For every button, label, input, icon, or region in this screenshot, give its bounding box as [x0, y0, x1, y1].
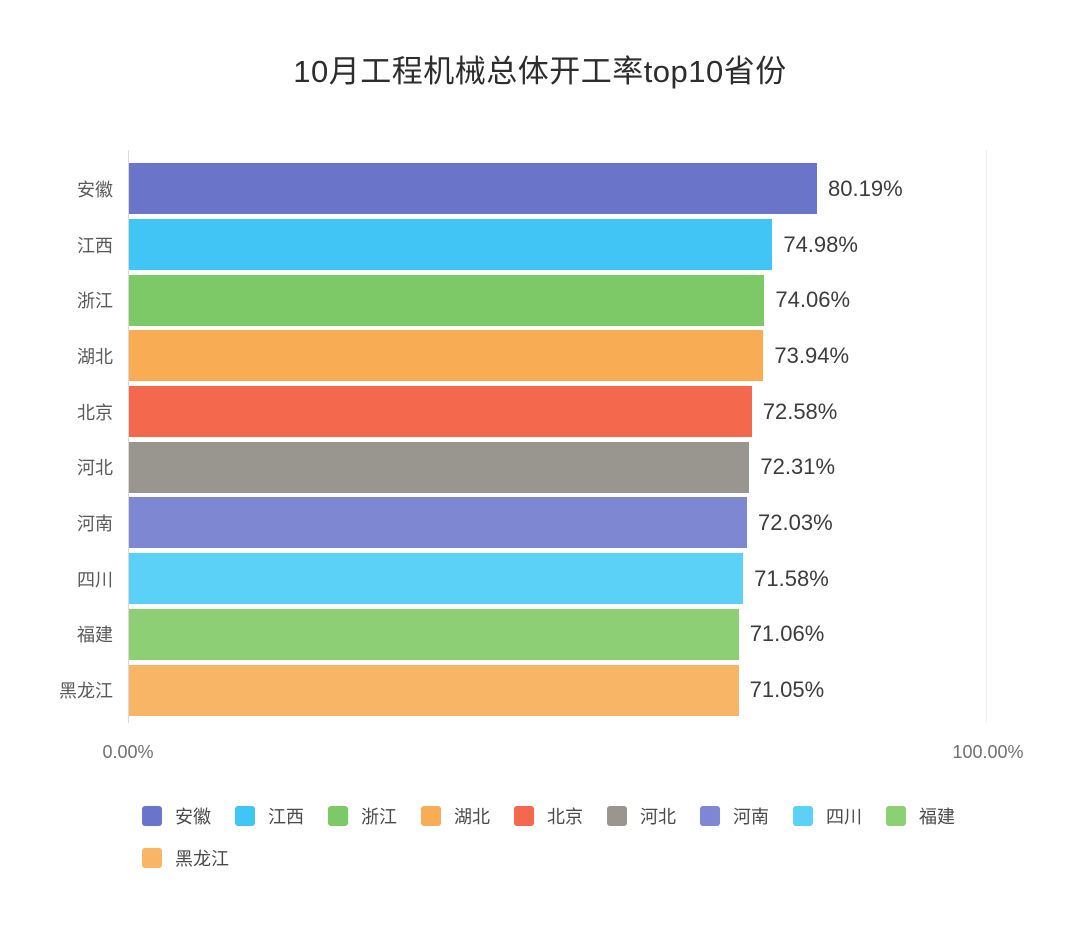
bar-value-label: 80.19% — [828, 175, 903, 201]
bar-row: 北京 72.58% — [77, 384, 987, 440]
legend-item-8: 四川 — [793, 803, 862, 829]
legend-swatch-icon — [886, 806, 906, 826]
grid-line-100-percent — [986, 150, 987, 723]
y-axis-label: 安徽 — [77, 179, 113, 200]
bar-value-label: 72.58% — [762, 398, 838, 424]
legend-swatch-icon — [793, 806, 813, 826]
legend-label: 安徽 — [175, 807, 211, 827]
bar-value-label: 71.05% — [749, 677, 825, 703]
legend-item-2: 江西 — [235, 803, 304, 829]
bar-3 — [129, 274, 765, 326]
y-axis-label: 北京 — [77, 402, 113, 423]
bar-5 — [129, 386, 752, 438]
legend-swatch-icon — [700, 806, 720, 826]
bar-2 — [129, 219, 773, 271]
legend-label: 湖北 — [454, 807, 490, 827]
bar-7 — [129, 497, 748, 549]
legend-item-5: 北京 — [514, 803, 583, 829]
bar-row: 湖北 73.94% — [77, 328, 987, 384]
bar-10 — [129, 664, 739, 716]
bar-value-label: 73.94% — [774, 342, 850, 368]
y-axis-label: 福建 — [77, 625, 113, 646]
y-axis-label: 湖北 — [77, 346, 113, 367]
bar-6 — [129, 441, 750, 493]
legend-swatch-icon — [328, 806, 348, 826]
legend-swatch-icon — [142, 806, 162, 826]
legend-swatch-icon — [235, 806, 255, 826]
chart-title: 10月工程机械总体开工率top10省份 — [293, 54, 787, 89]
bar-row: 四川 71.58% — [77, 551, 987, 607]
bar-value-label: 74.98% — [783, 231, 858, 257]
legend-item-6: 河北 — [607, 803, 676, 829]
bar-9 — [129, 608, 739, 660]
y-axis-label: 黑龙江 — [59, 681, 113, 702]
bar-row: 江西 74.98% — [77, 217, 987, 273]
legend-item-1: 安徽 — [142, 803, 211, 829]
legend-label: 黑龙江 — [175, 849, 229, 869]
legend-label: 浙江 — [361, 807, 397, 827]
legend-label: 河北 — [640, 807, 676, 827]
bar-value-label: 71.06% — [749, 621, 825, 647]
plot-area: 安徽 80.19% 江西 74.98% 浙江 74.06% 湖北 73.94% 北京 72.58%… — [59, 150, 987, 723]
x-axis-tick-0: 0.00% — [102, 742, 154, 762]
legend-item-4: 湖北 — [421, 803, 490, 829]
bar-value-label: 72.03% — [758, 509, 833, 535]
y-axis-label: 四川 — [77, 569, 113, 590]
y-axis-label: 江西 — [77, 235, 113, 256]
legend-label: 福建 — [919, 807, 955, 827]
bar-value-label: 71.58% — [754, 565, 829, 591]
bar-row: 浙江 74.06% — [77, 272, 987, 328]
bar-value-label: 74.06% — [775, 287, 851, 313]
y-axis-label: 河南 — [77, 513, 113, 534]
legend-swatch-icon — [142, 848, 162, 868]
legend-item-7: 河南 — [700, 803, 769, 829]
bar-row: 福建 71.06% — [77, 607, 987, 663]
legend-label: 四川 — [826, 807, 862, 827]
legend-swatch-icon — [421, 806, 441, 826]
legend-item-9: 福建 — [886, 803, 955, 829]
legend-swatch-icon — [514, 806, 534, 826]
y-axis-label: 河北 — [77, 458, 113, 479]
bar-1 — [129, 163, 818, 215]
bar-row: 安徽 80.19% — [77, 161, 987, 217]
legend-label: 北京 — [547, 807, 583, 827]
legend-label: 河南 — [733, 807, 769, 827]
y-axis-label: 浙江 — [77, 291, 113, 312]
bar-rows: 安徽 80.19% 江西 74.98% 浙江 74.06% 湖北 73.94% 北京 72.58%… — [59, 150, 987, 718]
bar-row: 河北 72.31% — [77, 439, 987, 495]
bar-value-label: 72.31% — [760, 454, 836, 480]
bar-row: 河南 72.03% — [77, 495, 987, 551]
bar-4 — [129, 330, 764, 382]
bar-row: 黑龙江 71.05% — [59, 662, 987, 718]
legend-item-3: 浙江 — [328, 803, 397, 829]
x-axis-tick-100: 100.00% — [952, 742, 1024, 762]
legend-swatch-icon — [607, 806, 627, 826]
legend: 安徽 江西 浙江 湖北 北京 河北 河南 四川 福建黑龙江 — [142, 803, 987, 871]
bar-8 — [129, 553, 744, 605]
x-axis: 0.00% 100.00% — [0, 742, 1080, 766]
legend-item-10: 黑龙江 — [142, 845, 229, 871]
legend-label: 江西 — [268, 807, 304, 827]
